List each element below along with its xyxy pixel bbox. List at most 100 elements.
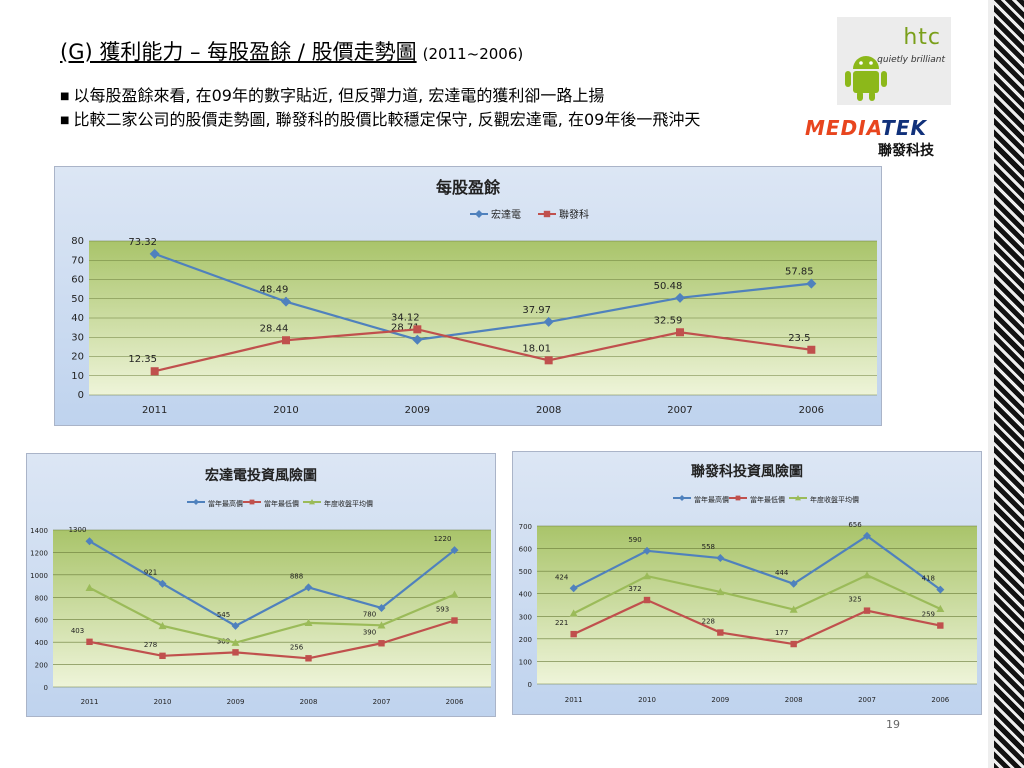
- data-label: 921: [144, 569, 157, 577]
- y-tick-label: 60: [71, 275, 84, 286]
- data-point: [158, 621, 167, 630]
- y-tick-label: 700: [519, 523, 532, 531]
- y-tick-label: 0: [528, 681, 532, 689]
- y-tick-label: 800: [35, 594, 48, 602]
- y-tick-label: 0: [44, 684, 48, 692]
- chart-title: 聯發科投資風險圖: [691, 463, 803, 480]
- data-label: 73.32: [128, 237, 157, 248]
- data-label: 593: [436, 605, 449, 613]
- data-label: 177: [775, 629, 788, 637]
- page-number: 19: [886, 718, 900, 731]
- x-tick-label: 2006: [446, 698, 464, 706]
- data-point: [543, 210, 551, 218]
- data-label: 309: [217, 637, 230, 645]
- data-label: 656: [848, 521, 862, 529]
- data-label: 259: [922, 611, 935, 619]
- bullet-marker-icon: ■: [60, 115, 70, 126]
- mediatek-cn-name: 聯發科技: [878, 143, 934, 159]
- data-point: [85, 537, 94, 546]
- data-point: [789, 605, 798, 613]
- y-tick-label: 400: [35, 639, 48, 647]
- data-label: 28.44: [260, 323, 289, 334]
- eps-chart: 每股盈餘 宏達電 聯發科 0 10 20 30 40 50 60 70 80 2011 2010 2009 2…: [54, 166, 882, 426]
- chart-title: 宏達電投資風險圖: [205, 467, 317, 484]
- title-main: (G) 獲利能力 – 每股盈餘 / 股價走勢圖: [60, 40, 417, 64]
- data-point: [304, 618, 313, 627]
- data-label: 32.59: [654, 315, 683, 326]
- data-point: [676, 328, 684, 337]
- data-point: [675, 292, 685, 303]
- data-point: [450, 546, 459, 555]
- data-label: 57.85: [785, 267, 814, 278]
- series-line: [573, 573, 941, 615]
- data-point: [570, 630, 577, 638]
- data-label: 23.5: [788, 333, 810, 344]
- x-tick-label: 2011: [142, 405, 167, 416]
- data-point: [795, 495, 801, 501]
- data-point: [149, 248, 160, 259]
- y-tick-label: 600: [519, 546, 532, 554]
- y-tick-label: 50: [71, 294, 84, 305]
- data-point: [735, 495, 741, 501]
- chart-title: 每股盈餘: [436, 178, 501, 197]
- htc-tagline: quietly brilliant: [877, 55, 945, 65]
- data-label: 545: [217, 611, 230, 619]
- series-line: [154, 252, 812, 341]
- y-tick-label: 40: [71, 313, 84, 324]
- data-point: [281, 296, 291, 307]
- data-point: [450, 590, 459, 598]
- android-icon: [845, 56, 887, 101]
- data-point: [807, 345, 816, 354]
- data-point: [643, 596, 651, 604]
- mediatek-logo-a: MEDIA: [805, 116, 882, 140]
- y-tick-label: 0: [78, 390, 84, 401]
- y-tick-label: 20: [71, 352, 84, 363]
- data-point: [475, 210, 483, 218]
- data-point: [158, 579, 167, 588]
- data-point: [789, 579, 798, 588]
- series-line: [573, 534, 941, 591]
- data-label: 12.35: [128, 354, 157, 365]
- data-label: 424: [555, 573, 569, 581]
- legend-label: 年度收盤平均價: [324, 499, 373, 508]
- data-label: 256: [290, 643, 304, 651]
- data-label: 228: [702, 618, 715, 626]
- data-point: [936, 585, 945, 594]
- bullet-item: ■ 以每股盈餘來看, 在09年的數字貼近, 但反彈力道, 宏達電的獲利卻一路上揚: [60, 84, 800, 108]
- legend-label: 年度收盤平均價: [810, 495, 859, 504]
- series-line: [89, 619, 455, 660]
- x-tick-label: 2008: [536, 405, 561, 416]
- data-label: 558: [702, 543, 715, 551]
- data-label: 48.49: [260, 285, 289, 296]
- mtk-risk-chart: 聯發科投資風險圖 當年最高價 當年最低價 年度收盤平均價 0 100 200 300 400 50…: [512, 451, 982, 715]
- data-point: [304, 583, 313, 592]
- data-label: 1300: [69, 526, 87, 534]
- decorative-border: [988, 0, 1024, 768]
- y-tick-label: 80: [71, 236, 84, 247]
- data-point: [716, 554, 725, 563]
- data-point: [413, 325, 422, 334]
- x-tick-label: 2009: [405, 405, 430, 416]
- legend-label: 當年最低價: [750, 495, 785, 504]
- x-tick-label: 2007: [858, 696, 876, 704]
- legend-label: 當年最高價: [208, 499, 243, 508]
- mediatek-logo: MEDIATEK: [805, 116, 927, 140]
- data-point: [544, 356, 553, 365]
- data-label: 278: [144, 641, 157, 649]
- data-point: [232, 649, 239, 656]
- data-point: [569, 609, 578, 617]
- bullet-marker-icon: ■: [60, 91, 70, 102]
- series-line: [154, 328, 812, 373]
- y-tick-label: 1400: [30, 527, 48, 535]
- data-point: [305, 655, 312, 662]
- data-label: 418: [922, 575, 935, 583]
- data-point: [231, 621, 240, 630]
- legend-label: 當年最低價: [264, 499, 299, 508]
- data-label: 403: [71, 627, 84, 635]
- page-title: (G) 獲利能力 – 每股盈餘 / 股價走勢圖 (2011~2006): [60, 36, 523, 66]
- bullet-list: ■ 以每股盈餘來看, 在09年的數字貼近, 但反彈力道, 宏達電的獲利卻一路上揚 …: [60, 84, 800, 132]
- plot-area: [53, 530, 491, 687]
- data-point: [377, 621, 386, 629]
